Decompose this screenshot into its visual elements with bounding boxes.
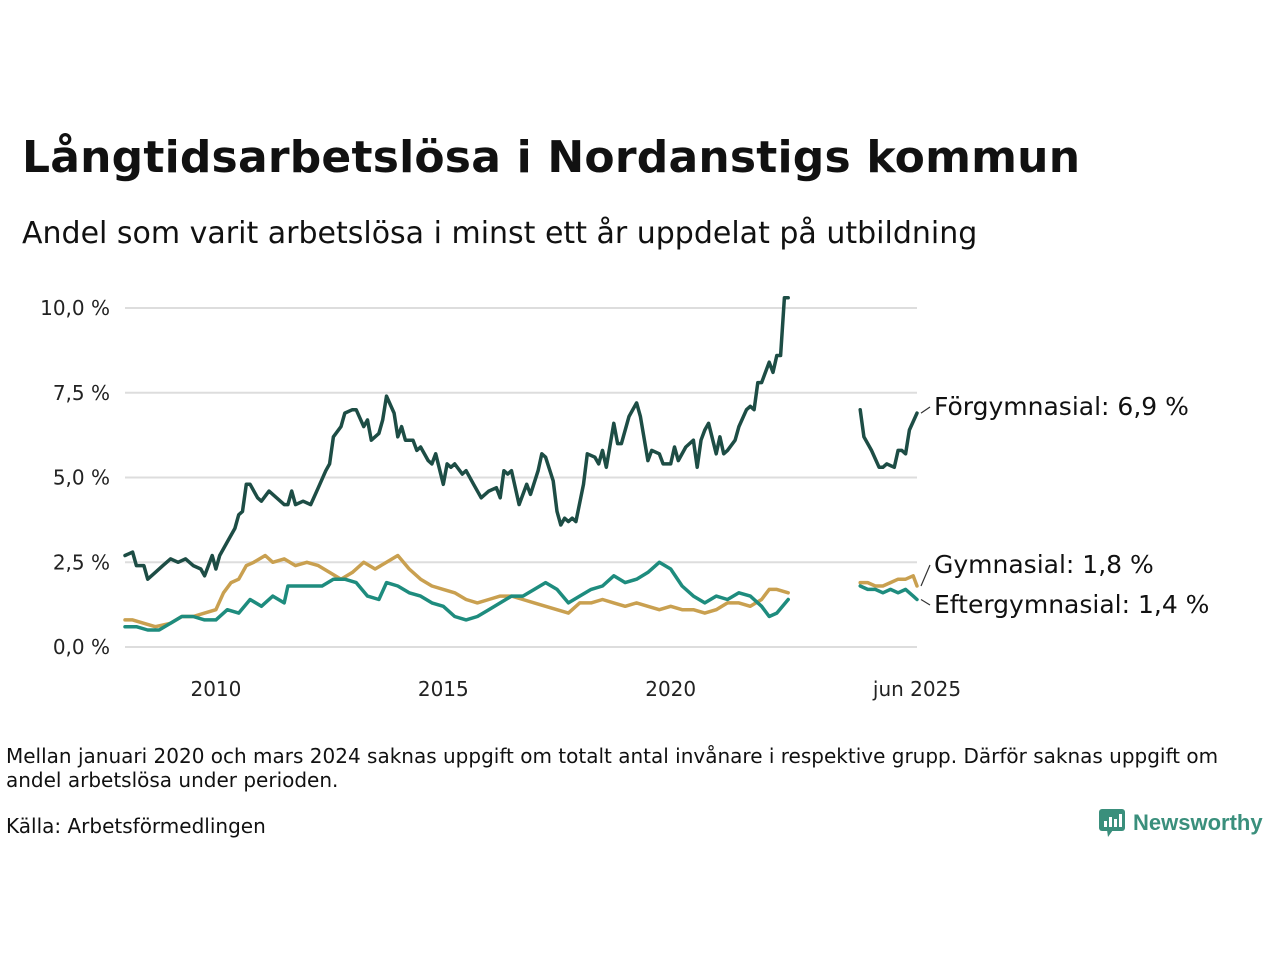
series-line-eftergymnasial-0	[123, 560, 790, 632]
y-tick-label-0: 0,0 %	[53, 635, 110, 659]
y-axis-tick-labels: 0,0 % 2,5 % 5,0 % 7,5 % 10,0 %	[40, 296, 110, 659]
brand-logo[interactable]: Newsworthy	[1098, 808, 1263, 838]
series-end-label-förgymnasial: Förgymnasial: 6,9 %	[934, 392, 1189, 421]
series-end-label-gymnasial: Gymnasial: 1,8 %	[934, 550, 1154, 579]
source-note: Källa: Arbetsförmedlingen	[6, 814, 266, 838]
x-tick-label-1: 2015	[418, 677, 469, 701]
series-end-label-eftergymnasial: Eftergymnasial: 1,4 %	[934, 590, 1209, 619]
x-axis-tick-labels: 2010 2015 2020 jun 2025	[190, 677, 961, 701]
label-leader-förgymnasial	[920, 406, 931, 414]
chart-title: Långtidsarbetslösa i Nordanstigs kommun	[22, 132, 1081, 183]
x-tick-label-3: jun 2025	[872, 677, 961, 701]
series-line-gymnasial-1	[858, 574, 919, 588]
series-line-eftergymnasial-1	[858, 584, 919, 602]
chart-subtitle: Andel som varit arbetslösa i minst ett å…	[22, 216, 978, 251]
series-line-förgymnasial-0	[123, 296, 790, 581]
label-leader-gymnasial	[920, 564, 931, 587]
x-tick-label-0: 2010	[190, 677, 241, 701]
series-line-förgymnasial-1	[858, 407, 919, 470]
line-chart: 0,0 % 2,5 % 5,0 % 7,5 % 10,0 % 2010 2015 2020 j…	[40, 296, 1209, 701]
label-leader-eftergymnasial	[920, 599, 931, 606]
y-tick-label-3: 7,5 %	[53, 381, 110, 405]
x-tick-label-2: 2020	[645, 677, 696, 701]
footnote: Mellan januari 2020 och mars 2024 saknas…	[6, 744, 1219, 792]
series-lines	[123, 296, 919, 632]
series-line-gymnasial-0	[123, 553, 790, 629]
series-end-labels: Förgymnasial: 6,9 % Gymnasial: 1,8 % Efter…	[920, 392, 1209, 619]
brand-name: Newsworthy	[1133, 810, 1263, 835]
y-tick-label-4: 10,0 %	[40, 296, 110, 320]
y-tick-label-1: 2,5 %	[53, 550, 110, 574]
bar-chart-speech-bubble-icon	[1099, 809, 1125, 837]
y-tick-label-2: 5,0 %	[53, 466, 110, 490]
